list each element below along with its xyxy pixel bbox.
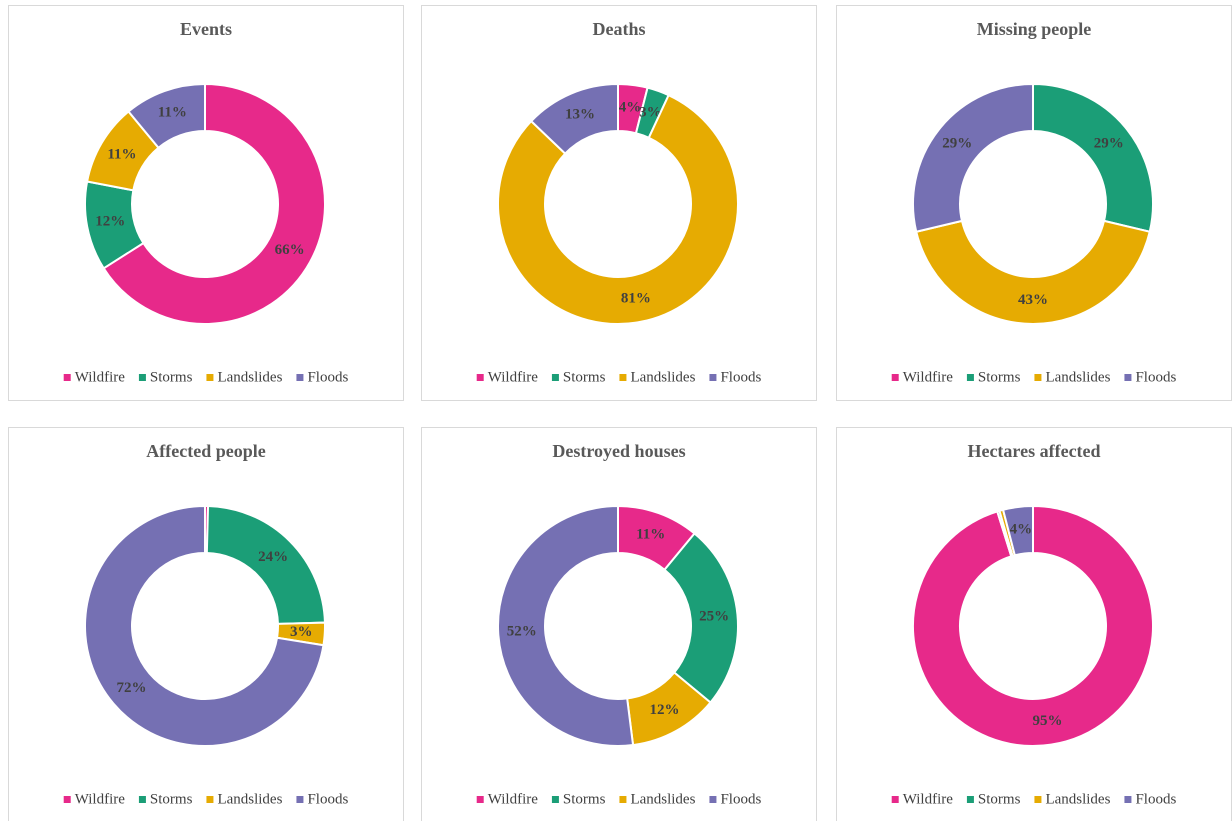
chart-title: Missing people	[977, 19, 1092, 39]
data-label: 43%	[1018, 292, 1048, 308]
panel-border	[836, 5, 1232, 401]
legend-swatch	[709, 374, 717, 381]
legend-label: Floods	[307, 791, 348, 807]
legend-label: Floods	[307, 369, 348, 385]
legend-label: Storms	[978, 791, 1021, 807]
legend-label: Landslides	[1045, 369, 1110, 385]
data-label: 11%	[107, 146, 136, 162]
data-label: 11%	[158, 105, 187, 121]
data-label: 81%	[621, 290, 651, 306]
legend-label: Landslides	[630, 369, 695, 385]
data-label: 24%	[258, 549, 288, 565]
legend-swatch	[138, 796, 146, 803]
legend-label: Storms	[150, 791, 193, 807]
donut-slice	[529, 82, 619, 156]
donut-slice	[102, 82, 326, 325]
chart-panel: Events 66% 12% 11% 11% Wildfire Storms Landslid…	[8, 5, 404, 401]
donut-slice	[84, 504, 325, 747]
legend-swatch	[891, 796, 899, 803]
legend-label: Floods	[1135, 369, 1176, 385]
legend-label: Storms	[978, 369, 1021, 385]
legend-swatch	[476, 796, 484, 803]
data-label: 12%	[95, 214, 125, 230]
legend-swatch	[206, 374, 214, 381]
chart-title: Destroyed houses	[552, 441, 685, 461]
chart-panel: Hectares affected 95% 4% Wildfire Storms Land…	[836, 427, 1232, 821]
data-label: 29%	[942, 136, 972, 152]
panel-border	[8, 427, 404, 821]
data-label: 52%	[507, 623, 537, 639]
legend-swatch	[551, 796, 559, 803]
data-label: 25%	[699, 608, 729, 624]
panel-border	[421, 5, 817, 401]
data-label: 11%	[636, 527, 665, 543]
data-label: 4%	[1010, 522, 1033, 538]
data-label: 95%	[1033, 713, 1063, 729]
legend-label: Storms	[563, 369, 606, 385]
legend-label: Landslides	[217, 369, 282, 385]
donut-slice	[497, 93, 739, 325]
data-label: 29%	[1094, 136, 1124, 152]
legend-swatch	[63, 374, 71, 381]
legend-swatch	[1124, 796, 1132, 803]
legend-swatch	[1124, 374, 1132, 381]
legend-label: Wildfire	[75, 791, 126, 807]
legend-label: Landslides	[1045, 791, 1110, 807]
legend-swatch	[551, 374, 559, 381]
legend-swatch	[966, 796, 974, 803]
panel-border	[8, 5, 404, 401]
legend-label: Wildfire	[903, 369, 954, 385]
legend-swatch	[476, 374, 484, 381]
data-label: 13%	[565, 107, 595, 123]
donut-slice	[127, 82, 206, 150]
legend-label: Landslides	[217, 791, 282, 807]
legend-swatch	[63, 796, 71, 803]
data-label: 3%	[639, 105, 662, 121]
donut-slice	[912, 82, 1034, 233]
donut-slice	[497, 504, 635, 747]
chart-title: Hectares affected	[967, 441, 1100, 461]
data-label: 72%	[116, 680, 146, 696]
data-label: 3%	[290, 624, 313, 640]
donut-slice	[915, 219, 1151, 325]
legend-swatch	[296, 374, 304, 381]
chart-title: Events	[180, 19, 232, 39]
chart-title: Affected people	[146, 441, 265, 461]
donut-slice	[1001, 504, 1034, 557]
legend-swatch	[891, 374, 899, 381]
legend-swatch	[138, 374, 146, 381]
chart-panel: Destroyed houses 11% 25% 12% 52% Wildfire Stor…	[421, 427, 817, 821]
legend-swatch	[619, 374, 627, 381]
chart-panel: Deaths 4%3% 81% 13% Wildfire Storms Landslides…	[421, 5, 817, 401]
donut-slice	[1032, 82, 1154, 233]
legend-label: Landslides	[630, 791, 695, 807]
legend-label: Wildfire	[488, 791, 539, 807]
chart-panel: Affected people 24% 3% 72% Wildfire Storms Lan…	[8, 427, 404, 821]
chart-panel: Missing people 29% 43% 29% Wildfire Storms Lan…	[836, 5, 1232, 401]
panel-border	[836, 427, 1232, 821]
legend-swatch	[709, 796, 717, 803]
data-label: 66%	[275, 242, 305, 258]
legend-swatch	[619, 796, 627, 803]
legend-label: Wildfire	[488, 369, 539, 385]
data-label: 4%	[619, 100, 642, 116]
chart-title: Deaths	[593, 19, 646, 39]
legend-label: Floods	[720, 791, 761, 807]
data-label: 12%	[649, 702, 679, 718]
legend-swatch	[1034, 374, 1042, 381]
donut-slice	[912, 504, 1154, 747]
legend-swatch	[1034, 796, 1042, 803]
legend-swatch	[296, 796, 304, 803]
legend-label: Storms	[563, 791, 606, 807]
legend-label: Wildfire	[75, 369, 126, 385]
panel-border	[421, 427, 817, 821]
legend-label: Storms	[150, 369, 193, 385]
legend-label: Floods	[720, 369, 761, 385]
legend-label: Wildfire	[903, 791, 954, 807]
legend-label: Floods	[1135, 791, 1176, 807]
legend-swatch	[206, 796, 214, 803]
legend-swatch	[966, 374, 974, 381]
